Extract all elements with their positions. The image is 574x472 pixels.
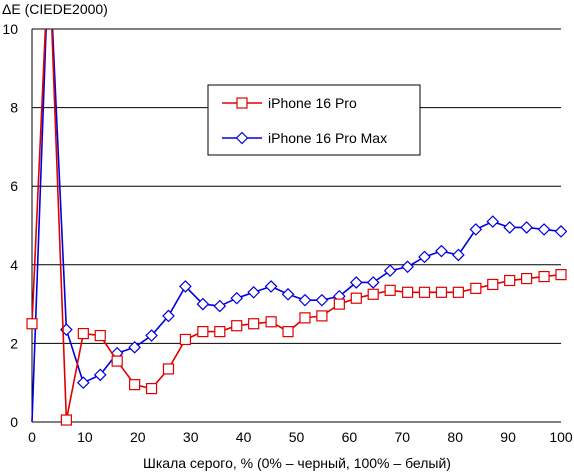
data-point: [94, 329, 106, 342]
data-point: [128, 340, 141, 354]
x-tick-label: 90: [500, 429, 516, 445]
data-point: [418, 250, 431, 264]
data-point: [315, 293, 329, 307]
data-point: [418, 286, 431, 298]
x-tick-label: 20: [130, 429, 146, 445]
data-point: [367, 288, 379, 300]
data-point: [179, 280, 192, 293]
y-tick-label: 8: [10, 100, 18, 116]
y-axis-title: ΔE (CIEDE2000): [2, 1, 108, 17]
data-point: [60, 414, 72, 426]
data-point: [452, 248, 465, 262]
data-point: [521, 272, 533, 285]
data-point: [537, 223, 551, 236]
x-axis-title: Шкала серого, % (0% – черный, 100% – бел…: [143, 455, 451, 471]
data-point: [248, 318, 260, 330]
legend-label-iphone-16-pro: iPhone 16 Pro: [268, 95, 357, 111]
data-point: [350, 292, 362, 304]
x-tick-label: 60: [342, 429, 358, 445]
data-point: [298, 293, 312, 307]
data-point: [487, 278, 499, 291]
data-point: [554, 225, 567, 238]
data-point: [282, 326, 294, 338]
y-tick-label: 2: [10, 335, 18, 351]
data-point: [520, 221, 533, 234]
data-point: [435, 286, 448, 298]
data-point: [179, 333, 192, 346]
y-tick-label: 6: [10, 178, 18, 194]
x-tick-label: 70: [395, 429, 411, 445]
data-point: [469, 223, 483, 236]
data-point: [213, 299, 227, 313]
data-point: [452, 286, 464, 298]
data-point: [333, 298, 345, 310]
data-point: [230, 291, 244, 305]
data-point: [435, 244, 448, 258]
series-iphone-16-pro: [26, 29, 567, 426]
data-point: [281, 287, 295, 301]
legend-marker-iphone-16-pro-max: [235, 131, 249, 145]
data-point: [349, 276, 363, 289]
legend-label-iphone-16-pro-max: iPhone 16 Pro Max: [268, 130, 387, 146]
data-point: [111, 355, 123, 367]
data-point: [76, 376, 90, 390]
data-point: [401, 286, 414, 298]
data-point: [196, 297, 210, 311]
data-point: [384, 284, 396, 296]
data-point: [26, 318, 38, 330]
data-point: [162, 363, 175, 375]
data-point: [129, 379, 141, 391]
legend-box: [207, 84, 421, 156]
grid-lines: [32, 28, 561, 344]
data-point: [555, 269, 567, 281]
data-point: [504, 274, 516, 287]
series-line-iphone-16-pro-max: [31, 29, 562, 423]
data-point: [366, 276, 380, 289]
data-point: [503, 221, 517, 234]
legend: iPhone 16 Pro iPhone 16 Pro Max: [207, 84, 421, 156]
y-tick-label: 10: [2, 21, 18, 37]
axes: [31, 29, 561, 423]
data-point: [316, 310, 328, 322]
data-point: [145, 329, 158, 342]
x-tick-label: 10: [77, 429, 93, 445]
data-point: [231, 320, 243, 332]
data-point: [538, 270, 550, 283]
x-tick-label: 0: [28, 429, 36, 445]
x-tick-label: 100: [549, 429, 573, 445]
y-tick-label: 4: [10, 257, 18, 273]
data-point: [299, 312, 311, 324]
x-tick-label: 80: [447, 429, 463, 445]
y-tick-label: 0: [10, 414, 18, 430]
data-point: [265, 316, 277, 328]
legend-marker-iphone-16-pro: [236, 97, 248, 109]
data-point: [214, 326, 226, 338]
x-tick-label: 40: [236, 429, 252, 445]
data-point: [401, 260, 414, 274]
data-point: [264, 280, 278, 293]
plot-area: [26, 29, 567, 426]
data-point: [247, 285, 260, 299]
data-point: [162, 309, 175, 323]
data-point: [145, 382, 158, 395]
data-point: [77, 327, 89, 340]
x-tick-label: 30: [183, 429, 199, 445]
data-point: [486, 215, 500, 228]
x-tick-label: 50: [289, 429, 305, 445]
series-line-iphone-16-pro: [31, 29, 562, 421]
data-point: [470, 282, 482, 294]
data-point: [383, 264, 397, 278]
data-point: [93, 368, 107, 382]
data-point: [197, 326, 209, 338]
